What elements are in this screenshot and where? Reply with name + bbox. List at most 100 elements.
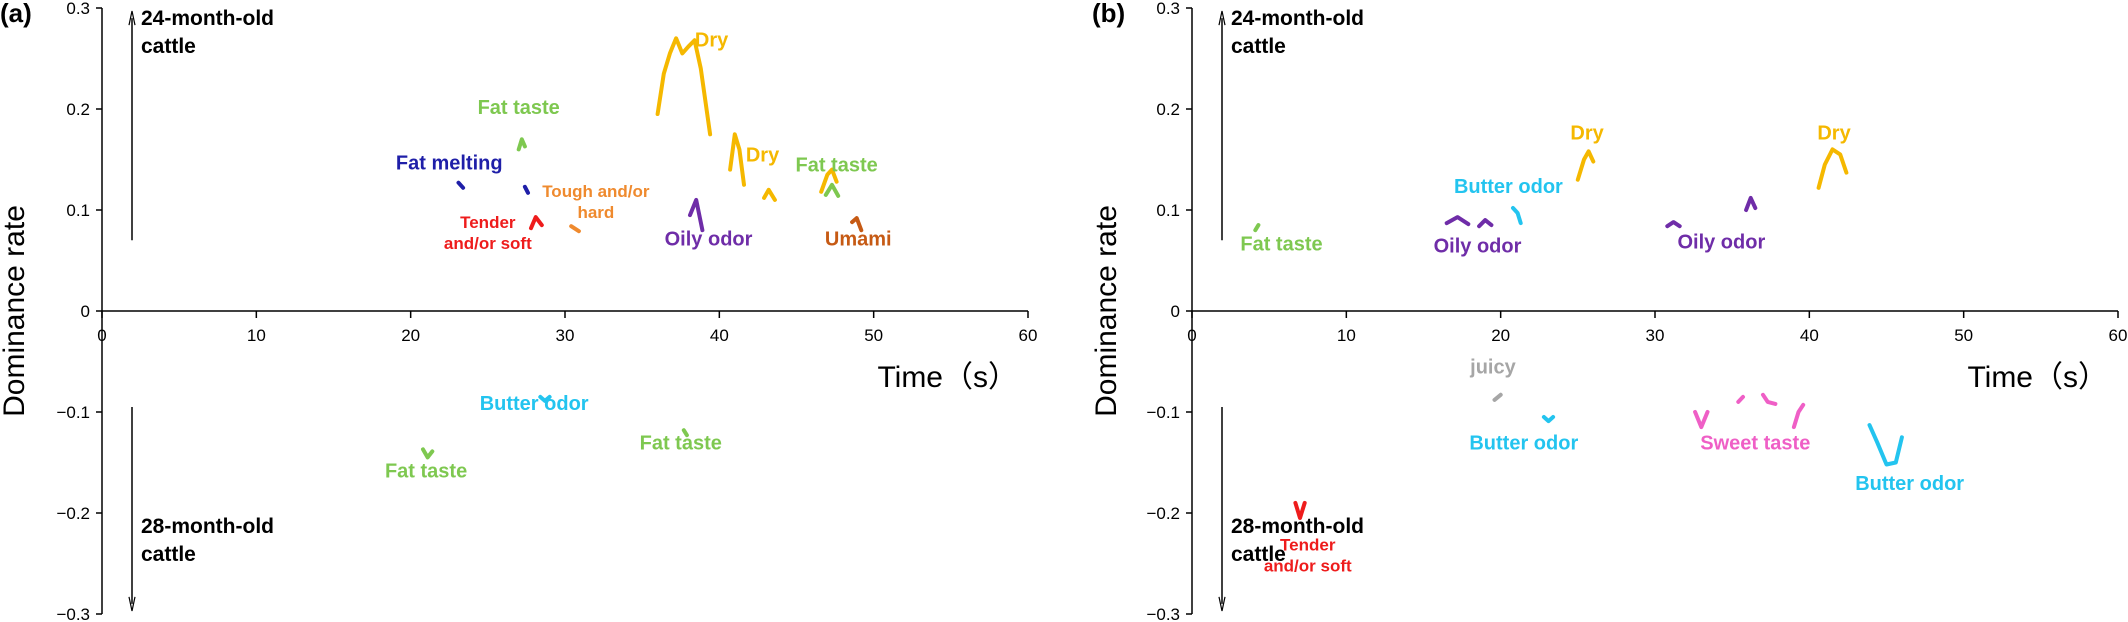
series-label-line: Dry: [746, 145, 780, 167]
series-label-line: and/or soft: [444, 234, 532, 253]
series-label-line: hard: [577, 203, 614, 222]
y-tick-label: 0.1: [1156, 201, 1180, 220]
x-tick-label: 30: [1646, 326, 1665, 345]
series-line: [728, 132, 746, 187]
x-tick-label: 40: [710, 326, 729, 345]
series-label: Dry: [1817, 122, 1851, 144]
series-line: [1253, 223, 1261, 233]
series-line: [1744, 195, 1758, 212]
series-line: [522, 184, 530, 195]
series-label: Oily odor: [665, 228, 753, 250]
region-label-lower-line: cattle: [1231, 543, 1286, 566]
series-line: [1791, 402, 1806, 430]
series-line: [538, 394, 552, 403]
series-label: Tender and/or soft: [444, 213, 532, 253]
series-line: [569, 224, 581, 234]
series-label-line: Butter odor: [480, 393, 589, 415]
region-label-upper-line: cattle: [1231, 35, 1286, 58]
series-label-line: Oily odor: [1677, 231, 1765, 253]
y-tick-label: 0: [1171, 302, 1180, 321]
x-axis-title: Time（s）: [877, 361, 1018, 394]
series-label-line: Oily odor: [665, 228, 753, 250]
x-tick-label: 20: [401, 326, 420, 345]
series-label: Fat taste: [796, 155, 878, 177]
series-label: Dry: [746, 145, 780, 167]
series-label-line: Fat taste: [640, 432, 722, 454]
series-label: Fat taste: [385, 461, 467, 483]
series-label-line: Butter odor: [1469, 432, 1578, 454]
region-label-upper-line: cattle: [141, 35, 196, 58]
series-label-line: Butter odor: [1855, 473, 1964, 495]
series-label: juicy: [1469, 357, 1516, 379]
y-tick-label: −0.3: [1146, 605, 1180, 622]
series-line: [1693, 410, 1710, 430]
upper-region-arrowhead: [128, 10, 136, 26]
lower-region-arrowhead: [1218, 596, 1226, 612]
y-tick-label: 0: [81, 302, 90, 321]
series-label: Tough and/or hard: [542, 182, 650, 222]
series-line: [456, 180, 466, 190]
series-line: [1477, 218, 1494, 229]
series-line: [1867, 423, 1904, 467]
series-label: Butter odor: [1454, 176, 1563, 198]
series-label-line: Tough and/or: [542, 182, 650, 201]
region-label-upper: 24-month-old cattle: [1231, 7, 1364, 58]
series-line: [529, 215, 544, 231]
region-label-upper-line: 24-month-old: [141, 7, 274, 30]
series-label: Fat taste: [640, 432, 722, 454]
x-axis-title: Time（s）: [1967, 361, 2108, 394]
lower-region-arrowhead: [128, 596, 136, 612]
series-line: [1492, 392, 1503, 402]
series-label-line: and/or soft: [1264, 556, 1352, 575]
series-label-line: Fat melting: [396, 153, 503, 175]
y-tick-label: 0.2: [66, 100, 90, 119]
y-tick-label: −0.2: [56, 504, 90, 523]
series-label-line: Dry: [1817, 122, 1851, 144]
y-tick-label: −0.2: [1146, 504, 1180, 523]
x-tick-label: 60: [1019, 326, 1038, 345]
region-label-upper-line: 24-month-old: [1231, 7, 1364, 30]
series-label-line: Dry: [1570, 122, 1604, 144]
series-label: Oily odor: [1434, 235, 1522, 257]
series-label: Umami: [825, 228, 892, 250]
y-axis-title: Dominance rate: [0, 205, 31, 417]
series-line: [1736, 394, 1745, 404]
panel-label: (a): [0, 0, 32, 28]
y-axis-title: Dominance rate: [1090, 205, 1123, 417]
series-label: Fat melting: [396, 153, 503, 175]
y-tick-label: 0.1: [66, 201, 90, 220]
y-tick-label: 0.2: [1156, 100, 1180, 119]
x-tick-label: 50: [864, 326, 883, 345]
x-tick-label: 20: [1491, 326, 1510, 345]
series-line: [1444, 215, 1471, 227]
series-label-line: Fat taste: [385, 461, 467, 483]
series-line: [681, 428, 689, 438]
region-label-lower-line: 28-month-old: [1231, 515, 1364, 538]
series-line: [823, 182, 841, 198]
series-line: [819, 167, 839, 194]
series-label: Sweet taste: [1700, 432, 1810, 454]
series-line: [762, 187, 777, 202]
series-line: [1511, 206, 1523, 226]
series-label-line: Dry: [695, 29, 729, 51]
y-tick-label: 0.3: [1156, 0, 1180, 18]
series-label: Dry: [1570, 122, 1604, 144]
x-tick-label: 0: [1187, 326, 1196, 345]
y-tick-label: −0.3: [56, 605, 90, 622]
series-label-line: Umami: [825, 228, 892, 250]
series-label: Tender and/or soft: [1264, 535, 1352, 575]
region-label-upper: 24-month-old cattle: [141, 7, 274, 58]
series-label-line: Fat taste: [1240, 233, 1322, 255]
series-line: [1293, 500, 1307, 520]
series-line: [1761, 392, 1778, 406]
series-line: [1816, 147, 1849, 190]
series-label: Butter odor: [1855, 473, 1964, 495]
series-label-line: Fat taste: [478, 97, 560, 119]
x-tick-label: 0: [97, 326, 106, 345]
region-label-lower-line: 28-month-old: [141, 515, 274, 538]
series-line: [688, 197, 705, 233]
region-label-lower: 28-month-old cattle: [1231, 515, 1364, 566]
series-label: Butter odor: [1469, 432, 1578, 454]
series-line: [1541, 415, 1556, 424]
